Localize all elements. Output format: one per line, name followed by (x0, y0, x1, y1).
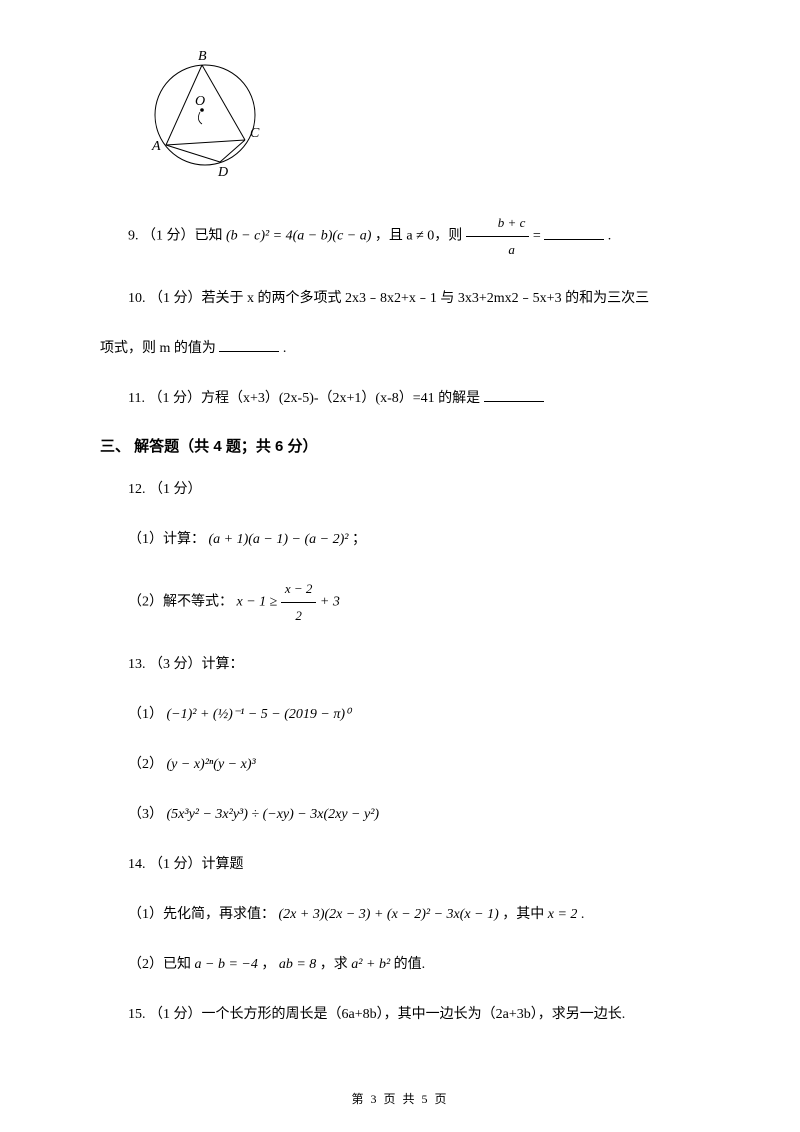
q12-p2-prefix: x − 1 ≥ (237, 595, 281, 610)
q9-prefix: 9. （1 分）已知 (128, 229, 226, 244)
q14-part1: （1）先化简，再求值： (2x + 3)(2x − 3) + (x − 2)² … (128, 901, 700, 929)
q13-p1-label: （1） (128, 707, 163, 722)
question-12-header: 12. （1 分） (100, 476, 700, 504)
q14-p2-mid1: ， (261, 957, 279, 972)
q14-part2: （2）已知 a − b = −4 ， ab = 8 ，求 a² + b² 的值. (128, 951, 700, 979)
q12-part1: （1）计算： (a + 1)(a − 1) − (a − 2)² ； (128, 526, 700, 554)
q9-mid: ，且 a ≠ 0，则 (375, 229, 466, 244)
q9-after: = (533, 229, 541, 244)
q12-p1-suffix: ； (352, 532, 366, 547)
q11-text: 11. （1 分）方程（x+3）(2x-5)-（2x+1）(x-8）=41 的解… (128, 391, 480, 406)
q13-p2-formula: (y − x)²ⁿ(y − x)³ (167, 757, 256, 772)
q14-p2-mid2: ，求 (320, 957, 352, 972)
q14-p2-suffix: 的值. (394, 957, 426, 972)
q12-p2-label: （2）解不等式： (128, 595, 233, 610)
q14-p2-f2: ab = 8 (279, 957, 316, 972)
q14-p2-f1: a − b = −4 (195, 957, 258, 972)
q14-p1-label: （1）先化简，再求值： (128, 907, 275, 922)
q14-p2-label: （2）已知 (128, 957, 195, 972)
q14-p1-suffix: . (581, 907, 585, 922)
label-d: D (217, 165, 228, 180)
q9-fraction: b + c a (466, 210, 530, 263)
question-14-header: 14. （1 分）计算题 (100, 851, 700, 879)
q14-p1-formula: (2x + 3)(2x − 3) + (x − 2)² − 3x(x − 1) (279, 907, 499, 922)
q14-p1-val: x = 2 (548, 907, 578, 922)
q12-p2-num: x − 2 (281, 576, 317, 603)
q14-p2-f3: a² + b² (351, 957, 390, 972)
circle-svg: B A C D O (140, 50, 280, 180)
q13-part2: （2） (y − x)²ⁿ(y − x)³ (128, 751, 700, 779)
question-13-header: 13. （3 分）计算： (100, 651, 700, 679)
section-3-header: 三、 解答题（共 4 题；共 6 分） (100, 435, 700, 456)
label-c: C (250, 126, 260, 141)
label-o: O (195, 94, 205, 109)
question-10-cont: 项式，则 m 的值为 . (100, 335, 700, 363)
label-b: B (198, 50, 207, 64)
q9-blank (544, 226, 604, 240)
q12-part2: （2）解不等式： x − 1 ≥ x − 2 2 + 3 (128, 576, 700, 629)
q10-line1: 10. （1 分）若关于 x 的两个多项式 2x3﹣8x2+x﹣1 与 3x3+… (128, 291, 649, 306)
q13-p1-formula: (−1)² + (½)⁻¹ − 5 − (2019 − π)⁰ (167, 707, 351, 722)
q13-p2-label: （2） (128, 757, 163, 772)
q9-frac-den: a (466, 237, 530, 263)
q13-part1: （1） (−1)² + (½)⁻¹ − 5 − (2019 − π)⁰ (128, 701, 700, 729)
question-15: 15. （1 分）一个长方形的周长是（6a+8b），其中一边长为（2a+3b），… (100, 1001, 700, 1029)
label-a: A (151, 139, 161, 154)
question-10: 10. （1 分）若关于 x 的两个多项式 2x3﹣8x2+x﹣1 与 3x3+… (100, 285, 700, 313)
q12-p2-fraction: x − 2 2 (281, 576, 317, 629)
q10-suffix: . (283, 341, 287, 356)
question-11: 11. （1 分）方程（x+3）(2x-5)-（2x+1）(x-8）=41 的解… (100, 385, 700, 413)
q9-formula1: (b − c)² = 4(a − b)(c − a) (226, 229, 371, 244)
q13-p3-label: （3） (128, 807, 163, 822)
q10-line2: 项式，则 m 的值为 (100, 341, 216, 356)
q14-p1-mid: ，其中 (502, 907, 548, 922)
q9-frac-num: b + c (466, 210, 530, 237)
q12-p1-formula: (a + 1)(a − 1) − (a − 2)² (209, 532, 349, 547)
q12-p1-label: （1）计算： (128, 532, 205, 547)
q12-p2-suffix: + 3 (320, 595, 340, 610)
q9-suffix: . (608, 229, 612, 244)
q11-blank (484, 388, 544, 402)
q13-part3: （3） (5x³y² − 3x²y³) ÷ (−xy) − 3x(2xy − y… (128, 801, 700, 829)
question-9: 9. （1 分）已知 (b − c)² = 4(a − b)(c − a) ，且… (100, 210, 700, 263)
q12-p2-den: 2 (281, 603, 317, 629)
q13-p3-formula: (5x³y² − 3x²y³) ÷ (−xy) − 3x(2xy − y²) (167, 807, 380, 822)
circle-diagram: B A C D O (140, 50, 700, 180)
page-footer: 第 3 页 共 5 页 (0, 1090, 800, 1107)
q10-blank (219, 338, 279, 352)
